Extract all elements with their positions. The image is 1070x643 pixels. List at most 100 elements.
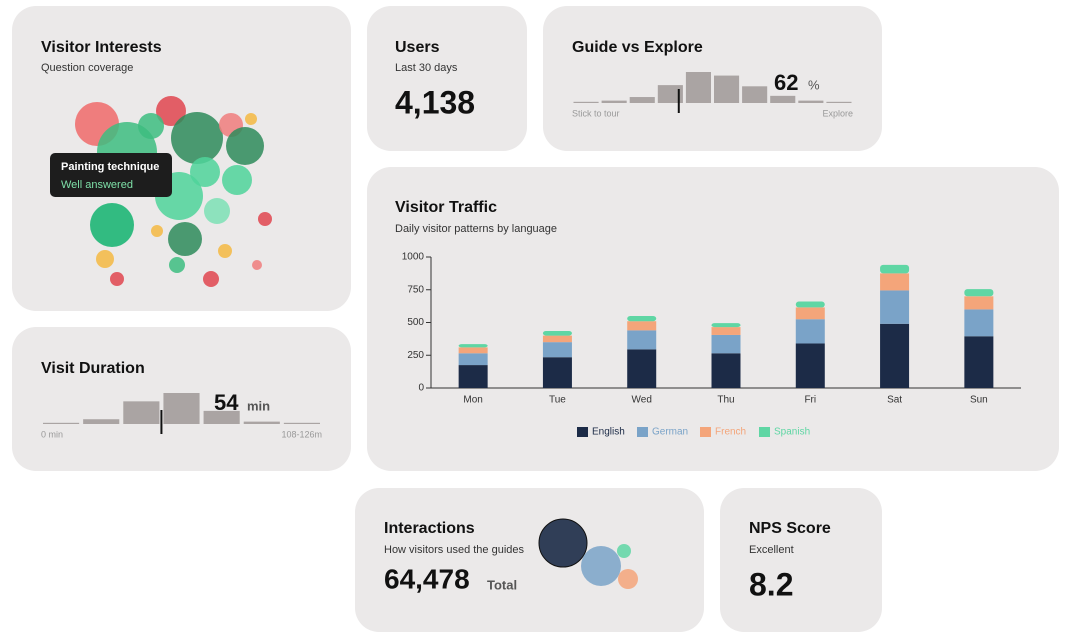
bar-segment — [458, 353, 488, 366]
bubble — [168, 222, 202, 256]
bubble — [156, 96, 186, 126]
share-unit: % — [808, 77, 820, 92]
bubble — [617, 544, 631, 558]
histogram-bar — [629, 97, 655, 103]
legend-swatch — [759, 427, 770, 437]
histogram-bar — [243, 421, 280, 424]
card — [367, 6, 527, 151]
median-unit: min — [247, 398, 270, 413]
x-tick-label: Fri — [804, 395, 816, 406]
bar-segment — [711, 327, 741, 335]
median-value: 54 — [214, 390, 239, 415]
bubble — [203, 271, 219, 287]
tooltip — [50, 153, 172, 197]
histogram-bar — [798, 100, 824, 103]
bubble — [204, 198, 230, 224]
legend-label: French — [715, 427, 746, 438]
bar-segment — [795, 307, 825, 320]
bar-segment — [627, 330, 657, 350]
card-subtitle: How visitors used the guides — [384, 544, 525, 556]
card-title: NPS Score — [749, 520, 831, 537]
bubble — [252, 260, 262, 270]
bubble — [171, 112, 223, 164]
bar-segment — [880, 323, 910, 388]
bubble — [110, 272, 124, 286]
histogram-bar — [203, 410, 240, 424]
legend-label: German — [652, 427, 688, 438]
bar-segment — [880, 273, 910, 291]
axis-label: Stick to tour — [572, 108, 620, 118]
bubble — [245, 113, 257, 125]
card-title: Visit Duration — [41, 360, 145, 377]
card-title: Users — [395, 39, 440, 56]
card-title: Guide vs Explore — [572, 39, 703, 56]
histogram-bar — [601, 100, 627, 103]
legend-swatch — [577, 427, 588, 437]
x-tick-label: Wed — [632, 395, 652, 406]
histogram-bar — [742, 86, 768, 103]
bar-segment — [542, 342, 572, 358]
histogram-bar — [714, 75, 740, 103]
legend-swatch — [700, 427, 711, 437]
legend-label: English — [592, 427, 625, 438]
bubble — [190, 157, 220, 187]
kpi-unit: Total — [487, 577, 517, 592]
card-subtitle: Question coverage — [41, 62, 133, 74]
chart-subtitle: Daily visitor patterns by language — [395, 223, 557, 235]
card — [720, 488, 882, 632]
bubble — [169, 257, 185, 273]
histogram-bar — [283, 422, 320, 424]
y-tick-label: 250 — [407, 350, 424, 361]
bar-segment — [711, 323, 741, 328]
x-tick-label: Sat — [887, 395, 902, 406]
histogram-bar — [770, 95, 796, 103]
kpi-value: 4,138 — [395, 84, 475, 120]
bar-segment — [458, 344, 488, 348]
bar-segment — [964, 336, 994, 388]
bar-segment — [542, 357, 572, 388]
y-tick-label: 750 — [407, 284, 424, 295]
bubble — [538, 518, 588, 568]
bar-segment — [880, 264, 910, 274]
card — [355, 488, 704, 632]
bubble — [90, 203, 134, 247]
bubble — [581, 546, 621, 586]
x-tick-label: Mon — [463, 395, 482, 406]
legend-label: Spanish — [774, 427, 810, 438]
bar-segment — [627, 349, 657, 388]
bubble — [96, 250, 114, 268]
axis-label: 0 min — [41, 429, 63, 439]
axis-label: 108-126m — [281, 429, 322, 439]
histogram-bar — [163, 393, 200, 424]
y-tick-label: 0 — [418, 383, 424, 394]
axis-label: Explore — [822, 108, 853, 118]
bubble — [222, 165, 252, 195]
histogram-bar — [573, 101, 599, 103]
bar-segment — [542, 335, 572, 343]
bar-segment — [542, 331, 572, 336]
chart-title: Visitor Traffic — [395, 199, 497, 216]
card-subtitle: Excellent — [749, 544, 794, 556]
card — [367, 167, 1059, 471]
bar-segment — [627, 321, 657, 331]
bar-segment — [458, 365, 488, 388]
bar-segment — [711, 334, 741, 354]
y-tick-label: 500 — [407, 317, 424, 328]
share-value: 62 — [774, 70, 798, 95]
histogram-bar — [685, 72, 711, 103]
bubble — [218, 244, 232, 258]
bar-segment — [711, 353, 741, 388]
histogram-bar — [826, 101, 852, 103]
histogram-bar — [43, 422, 80, 424]
bar-segment — [458, 347, 488, 354]
bar-segment — [964, 289, 994, 297]
bar-segment — [795, 319, 825, 344]
bar-segment — [795, 343, 825, 388]
bar-segment — [880, 290, 910, 324]
bubble — [226, 127, 264, 165]
bubble — [138, 113, 164, 139]
bubble — [151, 225, 163, 237]
histogram-bar — [123, 401, 160, 424]
bubble — [258, 212, 272, 226]
